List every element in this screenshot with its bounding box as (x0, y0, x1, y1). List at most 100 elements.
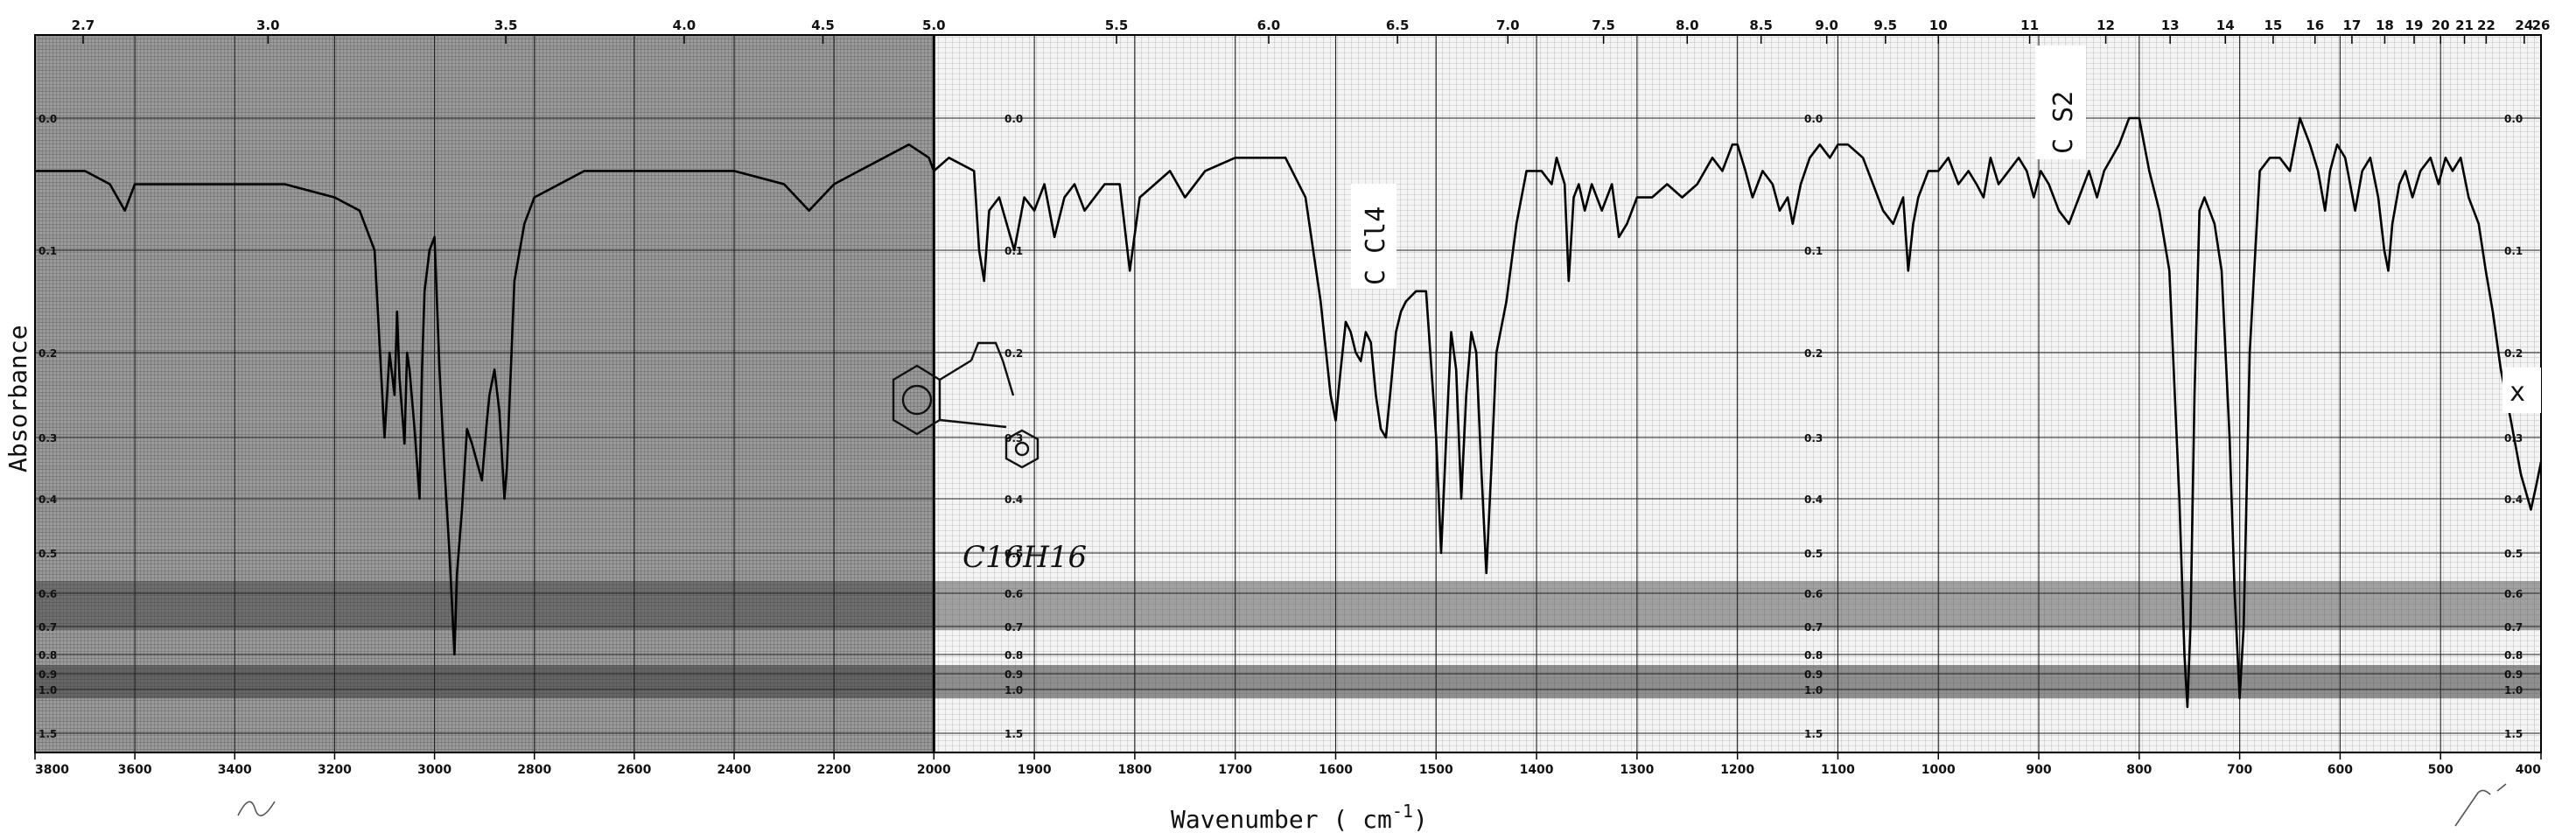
structure-sketch (892, 341, 1040, 469)
absorbance-tick-label: 0.5 (38, 548, 57, 560)
absorbance-tick-label: 0.0 (1004, 113, 1023, 125)
absorbance-tick-label: 1.5 (2504, 728, 2523, 740)
absorbance-tick-label: 0.2 (1004, 347, 1023, 360)
absorbance-tick-label: 1.5 (1004, 728, 1023, 740)
absorbance-tick-label: 0.3 (1804, 432, 1823, 444)
absorbance-tick-label: 0.7 (2504, 621, 2523, 634)
top-micron-ticks: 2.7 3.0 3.5 4.0 4.5 5.0 5.5 6.0 6.5 7.0 7.5 8.0 8.5 9… (72, 18, 2550, 44)
top-tick-label: 13 (2161, 18, 2180, 33)
x-marker: x (2510, 377, 2525, 408)
absorbance-tick-label: 0.2 (38, 347, 57, 360)
absorbance-tick-label: 0.0 (38, 113, 57, 125)
absorbance-tick-label: 0.8 (38, 649, 57, 662)
absorbance-tick-label: 0.9 (1004, 668, 1023, 681)
bottom-tick-label: 800 (2126, 763, 2152, 777)
top-tick-label: 2.7 (72, 18, 95, 33)
cs2-text: C S2 (2048, 91, 2079, 154)
bottom-tick-label: 1800 (1117, 763, 1152, 777)
absorbance-tick-label: 0.6 (1804, 588, 1823, 600)
top-tick-label: 15 (2264, 18, 2282, 33)
bottom-tick-label: 3000 (417, 763, 452, 777)
absorbance-tick-label: 0.8 (2504, 649, 2523, 662)
top-tick-label: 11 (2020, 18, 2039, 33)
top-tick-label: 18 (2376, 18, 2394, 33)
bottom-tick-label: 900 (2026, 763, 2051, 777)
plot-background (35, 35, 2541, 752)
bottom-tick-label: 2800 (517, 763, 551, 777)
absorbance-tick-label: 0.1 (1804, 245, 1823, 257)
absorbance-tick-label: 0.4 (38, 494, 57, 506)
absorbance-tick-label: 0.4 (1804, 494, 1823, 506)
top-tick-label: 4.5 (811, 18, 835, 33)
top-tick-label: 5.5 (1105, 18, 1129, 33)
bottom-tick-label: 2400 (718, 763, 752, 777)
absorbance-tick-label: 0.9 (38, 668, 57, 681)
absorbance-tick-label: 0.4 (2504, 494, 2523, 506)
top-tick-label: 16 (2306, 18, 2324, 33)
svg-text:C S2: C S2 (2048, 91, 2079, 154)
bottom-tick-label: 3400 (218, 763, 252, 777)
major-gridlines (34, 35, 2542, 752)
ccl4-text: C Cl4 (1361, 206, 1391, 285)
ccl4-label: C Cl4 (1351, 184, 1396, 289)
bottom-tick-label: 400 (2516, 763, 2541, 777)
absorbance-tick-label: 0.5 (1004, 548, 1023, 560)
top-tick-label: 14 (2216, 18, 2235, 33)
absorbance-tick-label: 0.7 (1804, 621, 1823, 634)
top-tick-label: 20 (2432, 18, 2450, 33)
absorbance-tick-label: 0.8 (1804, 649, 1823, 662)
top-tick-label: 3.5 (494, 18, 518, 33)
absorbance-tick-label: 0.3 (38, 432, 57, 444)
absorbance-tick-label: 1.0 (2504, 684, 2523, 696)
absorbance-tick-label: 0.9 (2504, 668, 2523, 681)
top-tick-label: 17 (2342, 18, 2361, 33)
bottom-tick-label: 3600 (118, 763, 152, 777)
bottom-wavenumber-ticks: 3800 3600 3400 3200 3000 2800 2600 2400 2200 2000… (34, 752, 2542, 777)
top-tick-label: 21 (2455, 18, 2474, 33)
marker-box (2502, 368, 2541, 413)
absorbance-tick-label: 1.5 (38, 728, 57, 740)
dark-band (35, 665, 2541, 698)
absorbance-tick-label: 0.5 (1804, 548, 1823, 560)
top-tick-label: 7.5 (1592, 18, 1615, 33)
bottom-tick-label: 1400 (1520, 763, 1554, 777)
top-tick-label: 12 (2096, 18, 2115, 33)
absorbance-tick-label: 0.2 (1804, 347, 1823, 360)
bottom-tick-label: 2200 (817, 763, 851, 777)
top-tick-label: 8.5 (1749, 18, 1773, 33)
bottom-tick-label: 700 (2227, 763, 2252, 777)
signature-mark-left (237, 801, 276, 816)
top-tick-label: 6.5 (1386, 18, 1410, 33)
absorbance-tick-label: 1.5 (1804, 728, 1823, 740)
absorbance-tick-label: 0.7 (38, 621, 57, 634)
absorbance-tick-label: 0.2 (2504, 347, 2523, 360)
bottom-tick-label: 1700 (1218, 763, 1252, 777)
x-axis-title: Wavenumber ( cm-1) (1171, 801, 1428, 834)
top-tick-label: 5.0 (922, 18, 946, 33)
cs2-label: C S2 (2035, 46, 2086, 159)
signature-mark-right (2454, 783, 2507, 827)
dark-band (35, 581, 2541, 630)
bottom-tick-label: 1200 (1720, 763, 1754, 777)
top-tick-label: 3.0 (256, 18, 280, 33)
absorbance-tick-label: 0.0 (2504, 113, 2523, 125)
spectrum-line (35, 116, 2543, 709)
bottom-tick-label: 1600 (1319, 763, 1353, 777)
bottom-tick-label: 3800 (35, 763, 69, 777)
bottom-tick-label: 600 (2328, 763, 2353, 777)
absorbance-tick-label: 0.1 (38, 245, 57, 257)
bottom-tick-label: 1000 (1922, 763, 1956, 777)
bottom-tick-label: 1100 (1821, 763, 1855, 777)
bottom-tick-label: 1300 (1620, 763, 1654, 777)
top-tick-label: 9.5 (1874, 18, 1898, 33)
top-tick-label: 22 (2477, 18, 2496, 33)
bottom-tick-label: 1900 (1018, 763, 1052, 777)
absorbance-tick-label: 1.0 (1004, 684, 1023, 696)
absorbance-tick-label: 0.6 (1004, 588, 1023, 600)
top-tick-label: 19 (2405, 18, 2424, 33)
absorbance-tick-label: 0.0 (1804, 113, 1823, 125)
top-tick-label: 6.0 (1257, 18, 1281, 33)
formula-annotation: C16H16 (962, 540, 1087, 575)
top-tick-label: 9.0 (1815, 18, 1838, 33)
top-tick-label: 8.0 (1676, 18, 1699, 33)
